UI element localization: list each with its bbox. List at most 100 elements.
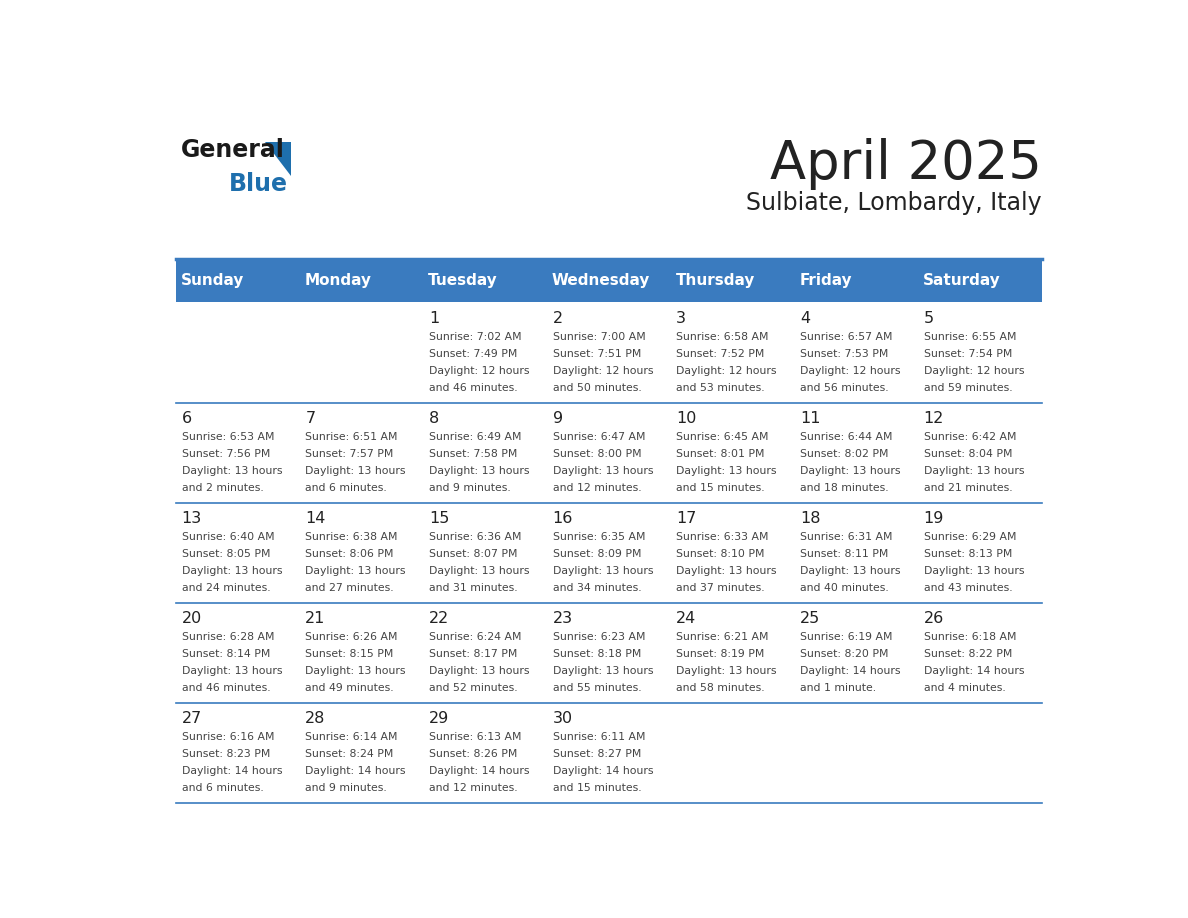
Text: 21: 21 [305, 611, 326, 626]
Text: Daylight: 13 hours: Daylight: 13 hours [182, 666, 283, 677]
Text: 26: 26 [923, 611, 943, 626]
Text: and 12 minutes.: and 12 minutes. [429, 783, 518, 793]
Text: and 37 minutes.: and 37 minutes. [676, 583, 765, 593]
Text: Daylight: 14 hours: Daylight: 14 hours [552, 767, 653, 777]
Text: Sunrise: 6:21 AM: Sunrise: 6:21 AM [676, 633, 769, 643]
Text: Sunset: 8:23 PM: Sunset: 8:23 PM [182, 749, 270, 759]
Text: Sunrise: 6:49 AM: Sunrise: 6:49 AM [429, 432, 522, 442]
Text: Sunrise: 6:23 AM: Sunrise: 6:23 AM [552, 633, 645, 643]
Text: 6: 6 [182, 411, 191, 426]
Text: Wednesday: Wednesday [552, 273, 650, 288]
Text: 22: 22 [429, 611, 449, 626]
Text: and 43 minutes.: and 43 minutes. [923, 583, 1012, 593]
Text: and 6 minutes.: and 6 minutes. [305, 483, 387, 493]
Text: 20: 20 [182, 611, 202, 626]
Text: Sunset: 8:09 PM: Sunset: 8:09 PM [552, 549, 642, 559]
Text: Sunrise: 6:28 AM: Sunrise: 6:28 AM [182, 633, 274, 643]
Text: Daylight: 13 hours: Daylight: 13 hours [800, 566, 901, 577]
Text: Sunset: 8:05 PM: Sunset: 8:05 PM [182, 549, 270, 559]
Text: Daylight: 13 hours: Daylight: 13 hours [676, 666, 777, 677]
Text: 10: 10 [676, 411, 696, 426]
Text: Sunrise: 6:40 AM: Sunrise: 6:40 AM [182, 532, 274, 543]
Bar [176, 402, 1042, 503]
Text: Daylight: 13 hours: Daylight: 13 hours [182, 466, 283, 476]
Text: Sunset: 7:51 PM: Sunset: 7:51 PM [552, 349, 642, 359]
Text: 13: 13 [182, 511, 202, 526]
Text: Sunrise: 6:36 AM: Sunrise: 6:36 AM [429, 532, 522, 543]
Text: Sunrise: 6:33 AM: Sunrise: 6:33 AM [676, 532, 769, 543]
Text: Daylight: 13 hours: Daylight: 13 hours [676, 566, 777, 577]
Bar [176, 259, 1042, 302]
Text: Thursday: Thursday [676, 273, 756, 288]
Text: and 55 minutes.: and 55 minutes. [552, 683, 642, 693]
Text: Daylight: 13 hours: Daylight: 13 hours [552, 566, 653, 577]
Text: 29: 29 [429, 711, 449, 726]
Text: Sunset: 7:58 PM: Sunset: 7:58 PM [429, 449, 517, 459]
Text: 12: 12 [923, 411, 944, 426]
Text: 9: 9 [552, 411, 563, 426]
Text: Sunset: 8:19 PM: Sunset: 8:19 PM [676, 649, 765, 659]
Text: Daylight: 13 hours: Daylight: 13 hours [182, 566, 283, 577]
Text: Daylight: 13 hours: Daylight: 13 hours [305, 666, 406, 677]
Text: Daylight: 12 hours: Daylight: 12 hours [552, 366, 653, 376]
Text: and 1 minute.: and 1 minute. [800, 683, 876, 693]
Text: Tuesday: Tuesday [429, 273, 498, 288]
Text: and 46 minutes.: and 46 minutes. [182, 683, 271, 693]
Text: Daylight: 13 hours: Daylight: 13 hours [429, 566, 530, 577]
Text: and 24 minutes.: and 24 minutes. [182, 583, 271, 593]
Text: and 21 minutes.: and 21 minutes. [923, 483, 1012, 493]
Text: 5: 5 [923, 311, 934, 326]
Text: Daylight: 12 hours: Daylight: 12 hours [800, 366, 901, 376]
Text: 14: 14 [305, 511, 326, 526]
Text: and 15 minutes.: and 15 minutes. [676, 483, 765, 493]
Text: Sunset: 8:24 PM: Sunset: 8:24 PM [305, 749, 393, 759]
Text: Sunset: 8:14 PM: Sunset: 8:14 PM [182, 649, 270, 659]
Text: Sunset: 8:04 PM: Sunset: 8:04 PM [923, 449, 1012, 459]
Text: Sunset: 8:10 PM: Sunset: 8:10 PM [676, 549, 765, 559]
Text: Blue: Blue [228, 173, 287, 196]
Polygon shape [265, 142, 291, 176]
Text: 30: 30 [552, 711, 573, 726]
Bar [176, 603, 1042, 703]
Text: Sulbiate, Lombardy, Italy: Sulbiate, Lombardy, Italy [746, 192, 1042, 216]
Text: Sunset: 8:13 PM: Sunset: 8:13 PM [923, 549, 1012, 559]
Text: Sunrise: 6:11 AM: Sunrise: 6:11 AM [552, 733, 645, 743]
Text: Daylight: 13 hours: Daylight: 13 hours [552, 466, 653, 476]
Text: and 4 minutes.: and 4 minutes. [923, 683, 1005, 693]
Bar [176, 503, 1042, 603]
Text: 23: 23 [552, 611, 573, 626]
Text: Sunrise: 6:24 AM: Sunrise: 6:24 AM [429, 633, 522, 643]
Text: 11: 11 [800, 411, 821, 426]
Text: Daylight: 13 hours: Daylight: 13 hours [305, 466, 406, 476]
Text: Daylight: 13 hours: Daylight: 13 hours [800, 466, 901, 476]
Text: 2: 2 [552, 311, 563, 326]
Text: Sunrise: 6:42 AM: Sunrise: 6:42 AM [923, 432, 1016, 442]
Text: April 2025: April 2025 [770, 139, 1042, 190]
Text: 16: 16 [552, 511, 573, 526]
Text: Sunset: 8:18 PM: Sunset: 8:18 PM [552, 649, 642, 659]
Text: Sunday: Sunday [181, 273, 245, 288]
Text: Daylight: 13 hours: Daylight: 13 hours [429, 666, 530, 677]
Text: and 50 minutes.: and 50 minutes. [552, 383, 642, 393]
Text: 25: 25 [800, 611, 820, 626]
Text: Sunset: 8:01 PM: Sunset: 8:01 PM [676, 449, 765, 459]
Text: Sunset: 8:17 PM: Sunset: 8:17 PM [429, 649, 517, 659]
Text: 1: 1 [429, 311, 440, 326]
Text: Daylight: 14 hours: Daylight: 14 hours [182, 767, 283, 777]
Text: Sunset: 8:06 PM: Sunset: 8:06 PM [305, 549, 393, 559]
Text: Sunset: 8:00 PM: Sunset: 8:00 PM [552, 449, 642, 459]
Text: and 18 minutes.: and 18 minutes. [800, 483, 889, 493]
Text: and 56 minutes.: and 56 minutes. [800, 383, 889, 393]
Text: and 9 minutes.: and 9 minutes. [429, 483, 511, 493]
Text: Daylight: 13 hours: Daylight: 13 hours [923, 566, 1024, 577]
Text: Daylight: 14 hours: Daylight: 14 hours [429, 767, 530, 777]
Text: Daylight: 14 hours: Daylight: 14 hours [923, 666, 1024, 677]
Text: and 31 minutes.: and 31 minutes. [429, 583, 518, 593]
Bar [176, 302, 1042, 402]
Text: and 15 minutes.: and 15 minutes. [552, 783, 642, 793]
Text: Daylight: 13 hours: Daylight: 13 hours [305, 566, 406, 577]
Text: Sunset: 7:54 PM: Sunset: 7:54 PM [923, 349, 1012, 359]
Text: Daylight: 12 hours: Daylight: 12 hours [923, 366, 1024, 376]
Text: and 9 minutes.: and 9 minutes. [305, 783, 387, 793]
Text: Sunset: 7:53 PM: Sunset: 7:53 PM [800, 349, 889, 359]
